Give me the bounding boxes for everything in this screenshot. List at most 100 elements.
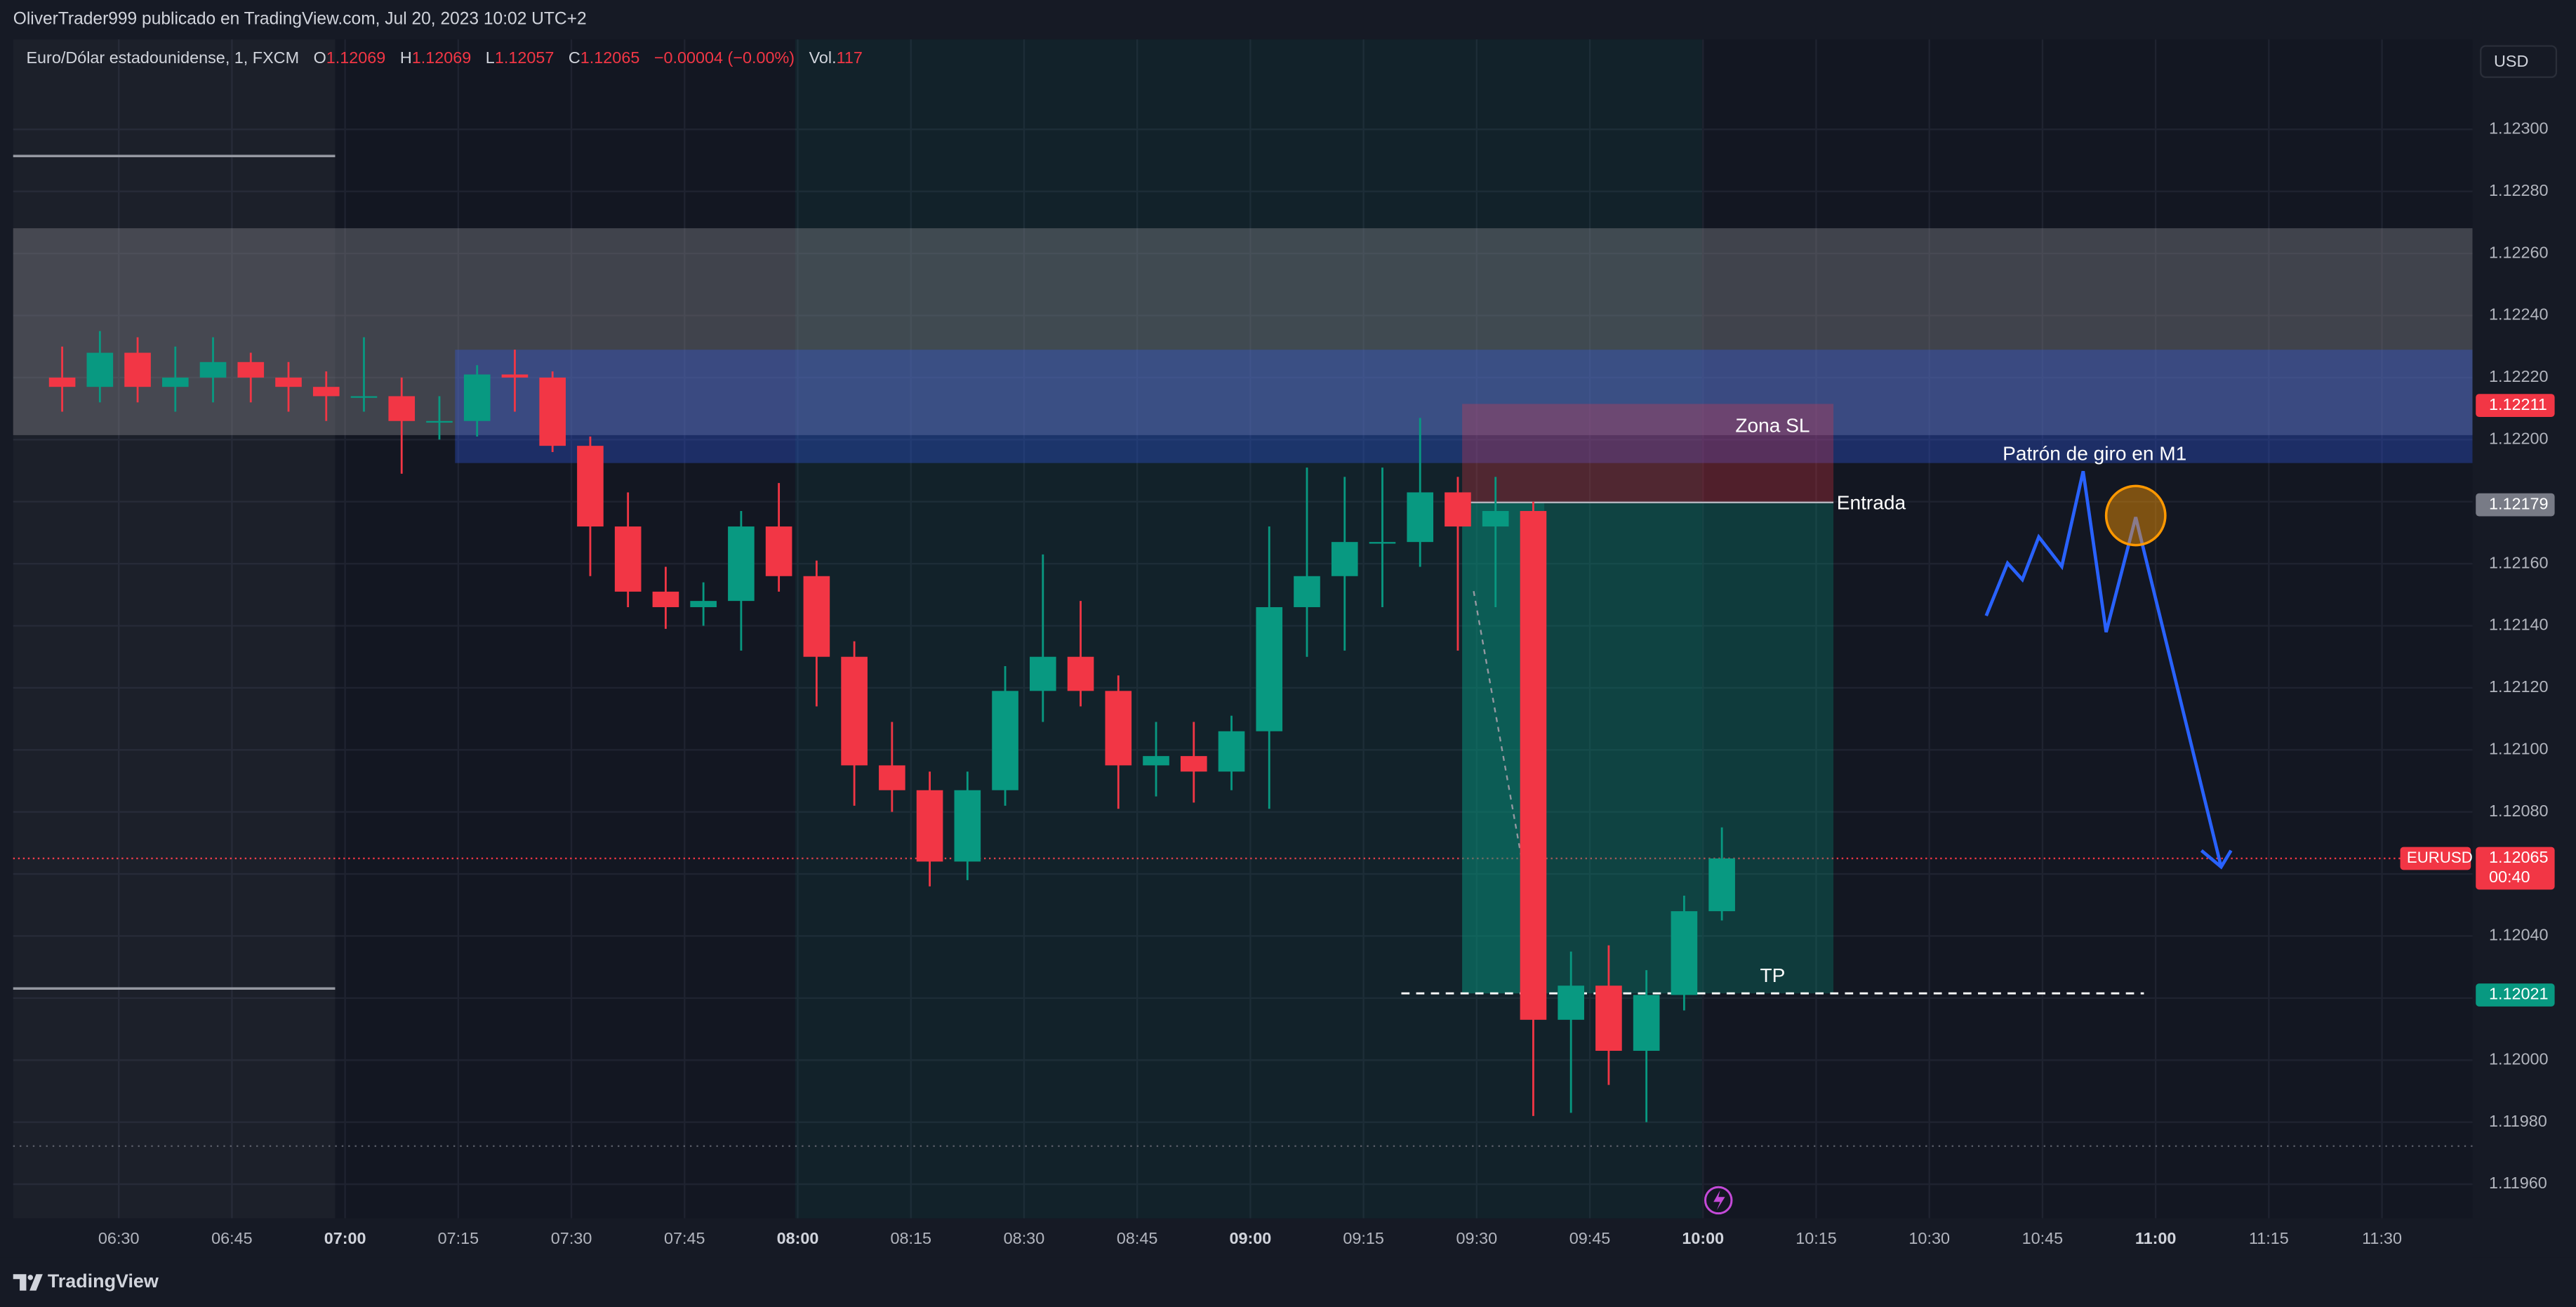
candle-body: [501, 374, 529, 378]
legend-value: 1.12057: [495, 48, 555, 67]
legend-value: 1.12069: [412, 48, 472, 67]
annotation: TP: [1760, 964, 1786, 986]
price-label-box: [2476, 983, 2555, 1007]
legend-label: L: [486, 48, 495, 67]
candle-body: [614, 526, 642, 592]
x-tick-label: 08:00: [777, 1229, 819, 1247]
y-tick-label: 1.12080: [2489, 802, 2549, 820]
brand-logo: [27, 1275, 34, 1280]
session-shade: [13, 39, 336, 1219]
x-tick-label: 07:45: [664, 1229, 705, 1247]
candle-body: [765, 526, 792, 576]
legend: Euro/Dólar estadounidense, 1, FXCM O 1.12…: [26, 48, 862, 67]
x-tick-label: 11:00: [2135, 1229, 2177, 1247]
currency-button[interactable]: [2480, 45, 2558, 79]
y-tick-label: 1.12200: [2489, 429, 2549, 447]
candle-body: [1558, 986, 1584, 1020]
x-tick-label: 10:15: [1795, 1229, 1837, 1247]
x-tick-label: 09:00: [1229, 1229, 1271, 1247]
y-tick-label: 1.12000: [2489, 1049, 2549, 1068]
candle-body: [1520, 510, 1547, 1020]
x-tick-label: 09:30: [1456, 1229, 1498, 1247]
x-tick-label: 08:15: [890, 1229, 931, 1247]
candle-body: [237, 361, 265, 378]
candle-body: [577, 446, 604, 527]
y-tick-label: 1.12220: [2489, 367, 2549, 385]
candle-body: [728, 526, 755, 602]
event-icon: [1704, 1186, 1733, 1215]
projection-drawing: [1984, 470, 2223, 868]
candle-body: [1331, 542, 1358, 576]
legend-value: 1.12065: [580, 48, 640, 67]
y-tick-label: 1.11980: [2489, 1112, 2547, 1130]
candle-body: [954, 790, 981, 862]
x-tick-label: 08:45: [1117, 1229, 1158, 1247]
annotation: Entrada: [1837, 492, 1906, 514]
brand-logo: [13, 1274, 43, 1291]
candle-body: [350, 396, 378, 398]
countdown-label: 00:40: [2489, 868, 2530, 886]
x-tick-label: 10:30: [1908, 1229, 1950, 1247]
x-tick-label: 06:30: [98, 1229, 140, 1247]
y-tick-label: 1.12120: [2489, 677, 2549, 696]
symbol-label: EURUSD: [2407, 849, 2473, 866]
x-tick-label: 09:45: [1569, 1229, 1611, 1247]
current-price-box: [2476, 847, 2555, 890]
candle-body: [1445, 492, 1471, 527]
legend-label: O: [314, 48, 326, 67]
candle-body: [803, 576, 830, 657]
y-tick-label: 1.12260: [2489, 243, 2549, 261]
legend-label: H: [400, 48, 412, 67]
y-tick-label: 1.12140: [2489, 616, 2549, 634]
candle-body: [1256, 606, 1283, 731]
candle-body: [992, 691, 1018, 790]
candle-body: [161, 377, 189, 387]
current-price-label: 1.12065: [2489, 848, 2549, 866]
candle-body: [1708, 858, 1735, 912]
y-tick-label: 1.12240: [2489, 305, 2549, 324]
candle-body: [1180, 756, 1207, 772]
x-tick-label: 10:00: [1682, 1229, 1724, 1247]
time-axis: [0, 1218, 2576, 1258]
candle-body: [1482, 510, 1509, 527]
candle-body: [312, 387, 340, 397]
header-title: OliverTrader999 publicado en TradingView…: [13, 10, 587, 29]
brand-name: TradingView: [48, 1270, 159, 1292]
candle-body: [916, 790, 943, 862]
symbol-label-box: [2400, 847, 2471, 870]
candle-body: [652, 591, 679, 607]
price-label-box: [2476, 493, 2555, 517]
candle-body: [86, 352, 114, 387]
candle-body: [1671, 911, 1698, 995]
legend-label: C: [569, 48, 580, 67]
plot-area: [13, 39, 2473, 1219]
price-label: 1.12179: [2489, 494, 2549, 512]
y-tick-label: 1.12100: [2489, 739, 2549, 757]
y-tick-label: 1.12280: [2489, 181, 2549, 199]
x-tick-label: 07:30: [551, 1229, 592, 1247]
candle-body: [426, 420, 453, 423]
currency-label[interactable]: USD: [2494, 52, 2528, 70]
highlight-circle: [2104, 484, 2167, 547]
candle-body: [1143, 756, 1169, 766]
candle-body: [199, 361, 227, 378]
candle-body: [1218, 731, 1245, 772]
candle-body: [1294, 576, 1320, 607]
candle-body: [1633, 995, 1660, 1051]
x-tick-label: 08:30: [1004, 1229, 1045, 1247]
legend-change: −0.00004 (−0.00%): [654, 48, 795, 67]
x-tick-label: 06:45: [211, 1229, 253, 1247]
candles: [48, 331, 1735, 1122]
candle-body: [124, 352, 151, 387]
stop-loss-box: [1462, 404, 1834, 503]
annotation: Zona SL: [1735, 415, 1810, 437]
event-icon: [1713, 1190, 1725, 1210]
annotation: Patrón de giro en M1: [2003, 442, 2186, 464]
x-tick-label: 07:00: [324, 1229, 366, 1247]
legend-symbol: Euro/Dólar estadounidense, 1, FXCM: [26, 48, 299, 67]
x-tick-label: 10:45: [2022, 1229, 2064, 1247]
x-tick-label: 11:30: [2362, 1229, 2402, 1247]
price-label: 1.12211: [2489, 395, 2547, 413]
candle-body: [1407, 492, 1434, 543]
